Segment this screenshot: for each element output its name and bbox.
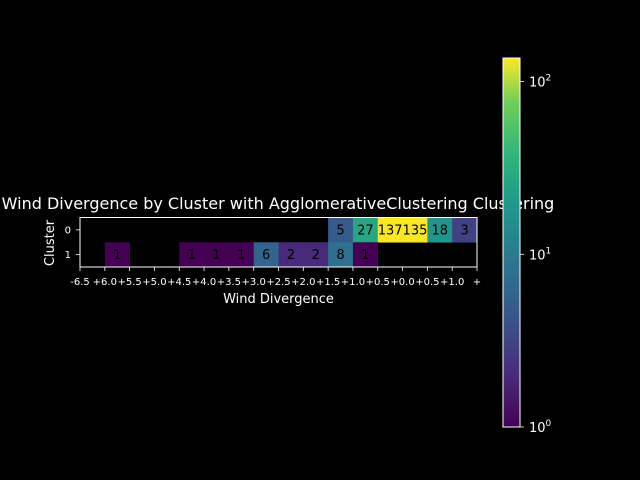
cell-value-label: 27 <box>357 223 374 238</box>
y-tick-label: 1 <box>65 250 71 261</box>
heatmap-cells <box>104 217 478 268</box>
heatmap-cell <box>278 242 304 268</box>
cell-value-label: 135 <box>403 223 428 238</box>
x-tick-label: +2.0 <box>291 277 315 288</box>
cell-value-label: 6 <box>262 248 270 263</box>
x-tick-label: +3.5 <box>217 277 241 288</box>
heatmap-cell <box>228 242 254 268</box>
x-tick-label: +5.0 <box>142 277 166 288</box>
y-axis-label: Cluster <box>43 219 58 266</box>
y-tick-label: 0 <box>65 225 71 236</box>
cell-value-label: 1 <box>188 248 196 263</box>
x-axis-ticks: -6.5 +6.0 +5.5 +5.0 +4.5 +4.0 +3.5 +3.0 +2.5 +2.0… <box>70 267 481 288</box>
cell-value-label: 137 <box>378 223 403 238</box>
x-tick-label: +4.0 <box>192 277 216 288</box>
x-tick-label: +5.5 <box>117 277 141 288</box>
x-tick-label: +1.5 <box>316 277 340 288</box>
heatmap-cell <box>427 217 453 243</box>
cell-value-label: 1 <box>237 248 245 263</box>
heatmap-cell <box>179 242 205 268</box>
x-tick-label: -6.5 <box>70 277 90 288</box>
colorbar-tick-label: 100 <box>529 419 552 436</box>
heatmap-cell <box>328 242 354 268</box>
heatmap-cell <box>328 217 354 243</box>
x-tick-label: +1.0 <box>440 277 464 288</box>
cell-value-label: 2 <box>312 248 320 263</box>
x-tick-label: +0.5 <box>415 277 439 288</box>
x-tick-label: +0.0 <box>390 277 414 288</box>
cell-value-label: 18 <box>432 223 449 238</box>
cell-value-label: 1 <box>212 248 220 263</box>
x-tick-label: + <box>473 277 481 288</box>
x-tick-label: +2.5 <box>266 277 290 288</box>
heatmap-cell <box>104 242 130 268</box>
x-tick-label: +4.5 <box>167 277 191 288</box>
y-axis-ticks: 01 <box>65 225 80 261</box>
chart-title: Wind Divergence by Cluster with Agglomer… <box>2 194 555 213</box>
heatmap-cell <box>253 242 279 268</box>
cell-value-label: 5 <box>336 223 344 238</box>
heatmap-cell <box>303 242 329 268</box>
x-tick-label: +0.5 <box>366 277 390 288</box>
x-axis-label: Wind Divergence <box>223 292 334 307</box>
heatmap-cell <box>402 217 428 243</box>
heatmap-cell <box>204 242 230 268</box>
colorbar-ticks: 100 101 102 <box>520 74 552 436</box>
cell-value-label: 8 <box>336 248 344 263</box>
heatmap-cell <box>352 217 379 243</box>
cell-value-label: 3 <box>460 223 468 238</box>
heatmap-cell <box>352 242 379 268</box>
cell-value-label: 2 <box>287 248 295 263</box>
colorbar-tick-label: 102 <box>529 74 551 91</box>
heatmap-cell <box>377 217 403 243</box>
x-tick-label: +3.0 <box>242 277 266 288</box>
cell-value-label: 1 <box>113 248 121 263</box>
colorbar-tick-label: 101 <box>529 246 551 263</box>
heatmap-cell <box>452 217 478 243</box>
cell-annotations: 5 27 137 135 18 3 1 1 1 1 6 2 2 8 1 <box>113 223 469 263</box>
x-tick-label: +1.0 <box>341 277 365 288</box>
x-tick-label: +6.0 <box>93 277 117 288</box>
cell-value-label: 1 <box>361 248 369 263</box>
colorbar <box>502 57 521 428</box>
